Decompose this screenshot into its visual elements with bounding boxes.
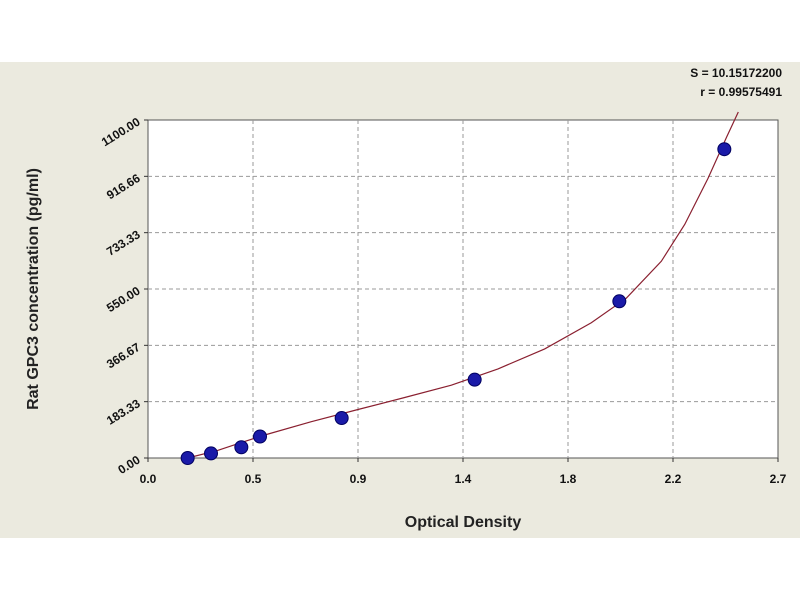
x-tick-label: 2.2: [665, 472, 682, 486]
y-tick-label: 1100.00: [99, 115, 143, 150]
stat-r-annotation: r = 0.99575491: [700, 85, 782, 99]
y-tick-label: 183.33: [104, 396, 143, 427]
y-tick-label: 366.67: [104, 340, 143, 371]
y-tick-label: 733.33: [104, 227, 143, 258]
x-axis-title: Optical Density: [405, 514, 522, 531]
x-axis-ticks: 0.0 0.5 0.9 1.4 1.8 2.2 2.7: [140, 458, 787, 486]
y-axis-ticks: 0.00183.33366.67550.00733.33916.661100.0…: [99, 115, 148, 477]
grid-lines: [148, 120, 778, 458]
data-point: [612, 294, 627, 309]
x-tick-label: 2.7: [770, 472, 787, 486]
data-point: [717, 142, 732, 157]
data-point: [204, 446, 218, 461]
x-tick-label: 0.9: [350, 472, 367, 486]
data-point: [334, 411, 349, 426]
y-axis-title: Rat GPC3 concentration (pg/ml): [25, 168, 42, 410]
data-point: [234, 440, 249, 455]
x-tick-label: 1.4: [455, 472, 472, 486]
y-tick-label: 550.00: [104, 283, 143, 314]
data-point: [253, 429, 267, 444]
x-tick-label: 0.0: [140, 472, 157, 486]
data-point: [180, 451, 195, 465]
x-tick-label: 1.8: [560, 472, 577, 486]
data-points: [180, 142, 732, 465]
data-point: [467, 372, 482, 387]
stat-s-annotation: S = 10.15172200: [690, 66, 782, 80]
y-tick-label: 916.66: [104, 171, 143, 202]
x-tick-label: 0.5: [245, 472, 262, 486]
